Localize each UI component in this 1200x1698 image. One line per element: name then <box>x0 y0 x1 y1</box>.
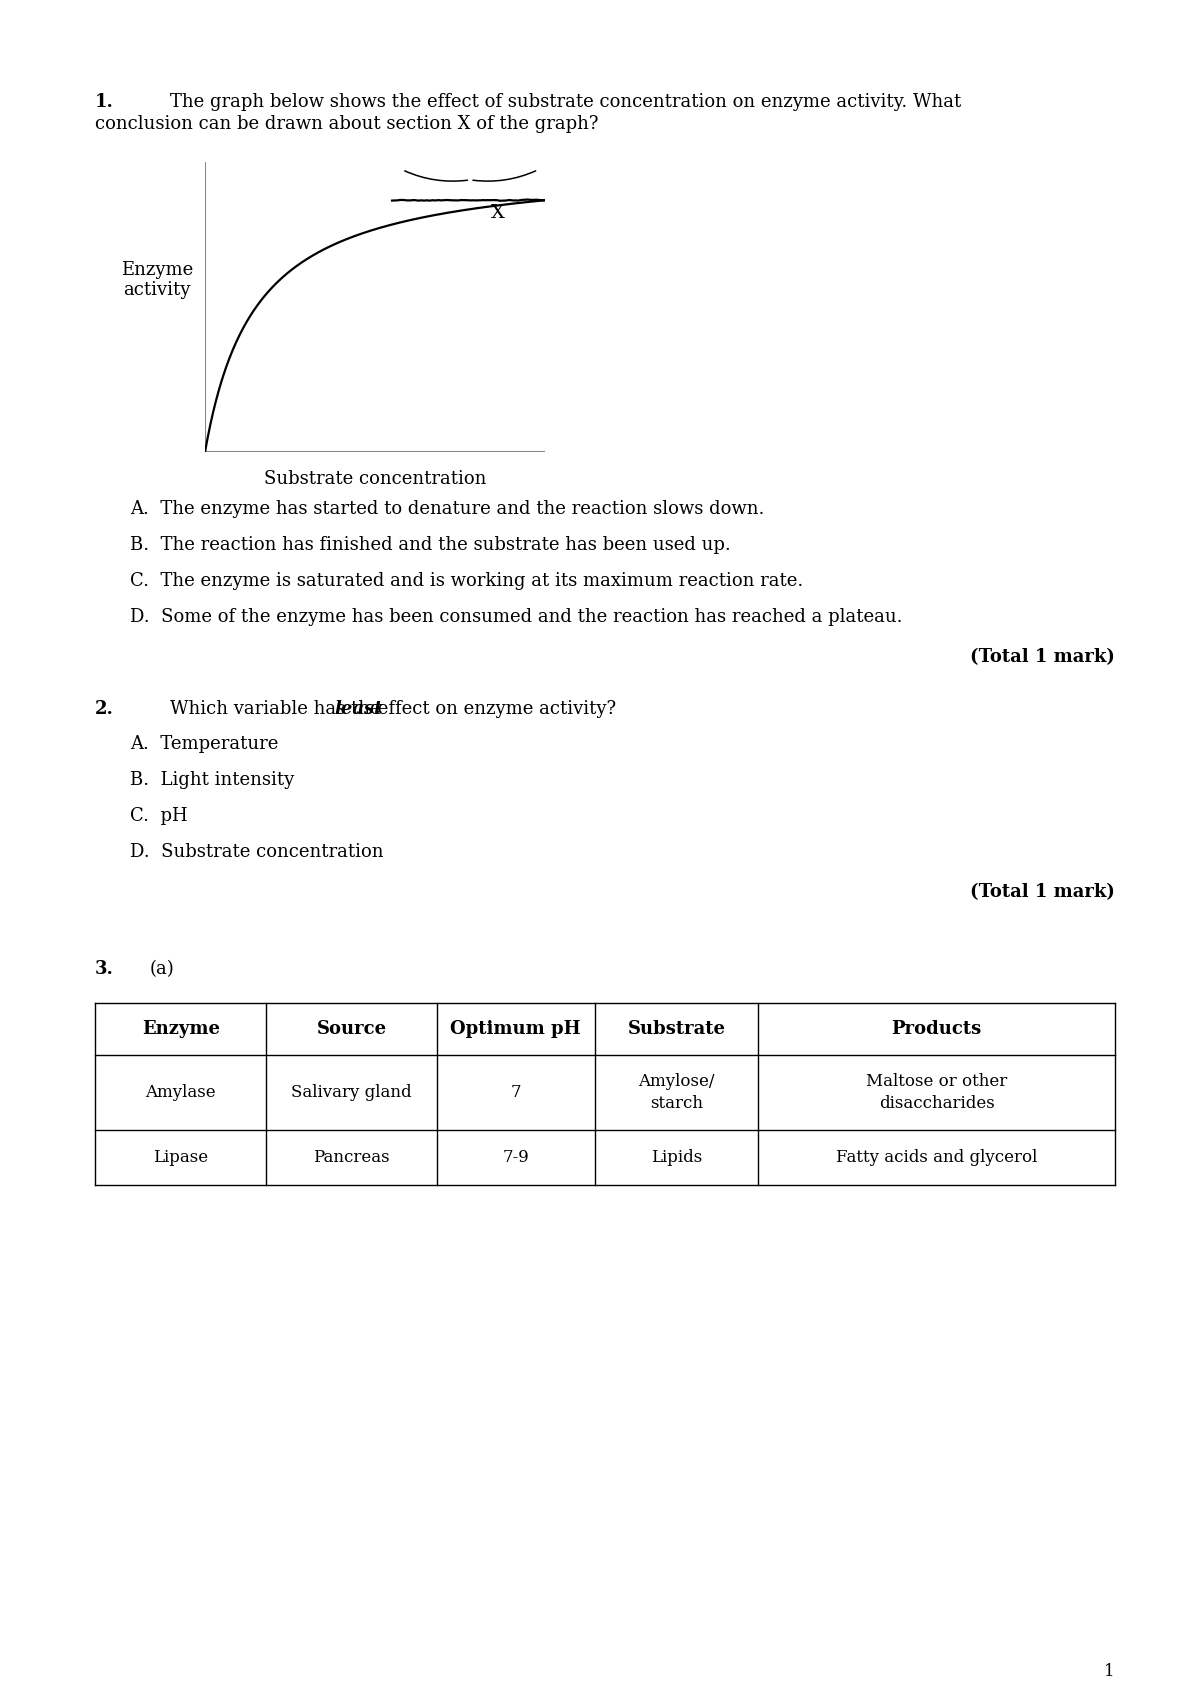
Text: D.  Substrate concentration: D. Substrate concentration <box>130 842 384 861</box>
Text: Amylase: Amylase <box>145 1083 216 1100</box>
Text: C.  pH: C. pH <box>130 807 187 825</box>
Text: effect on enzyme activity?: effect on enzyme activity? <box>372 700 616 718</box>
Text: D.  Some of the enzyme has been consumed and the reaction has reached a plateau.: D. Some of the enzyme has been consumed … <box>130 608 902 627</box>
Text: 2.: 2. <box>95 700 114 718</box>
Text: Enzyme
activity: Enzyme activity <box>121 260 193 299</box>
Text: Fatty acids and glycerol: Fatty acids and glycerol <box>836 1150 1037 1167</box>
Text: Optimum pH: Optimum pH <box>450 1020 581 1037</box>
Text: least: least <box>335 700 383 718</box>
Text: 3.: 3. <box>95 959 114 978</box>
Text: 1: 1 <box>1104 1662 1115 1679</box>
Text: X: X <box>491 204 504 222</box>
Text: B.  The reaction has finished and the substrate has been used up.: B. The reaction has finished and the sub… <box>130 537 731 554</box>
Text: conclusion can be drawn about section X of the graph?: conclusion can be drawn about section X … <box>95 115 599 132</box>
Text: A.  Temperature: A. Temperature <box>130 735 278 752</box>
Text: (Total 1 mark): (Total 1 mark) <box>970 649 1115 666</box>
Text: Lipids: Lipids <box>650 1150 702 1167</box>
Text: 1.: 1. <box>95 93 114 110</box>
Text: 7-9: 7-9 <box>503 1150 529 1167</box>
Text: The graph below shows the effect of substrate concentration on enzyme activity. : The graph below shows the effect of subs… <box>170 93 961 110</box>
Text: Pancreas: Pancreas <box>313 1150 390 1167</box>
Text: Products: Products <box>892 1020 982 1037</box>
Text: B.  Light intensity: B. Light intensity <box>130 771 294 790</box>
Text: Source: Source <box>317 1020 386 1037</box>
Text: Enzyme: Enzyme <box>142 1020 220 1037</box>
Text: Maltose or other
disaccharides: Maltose or other disaccharides <box>866 1073 1007 1112</box>
Text: Amylose/
starch: Amylose/ starch <box>638 1073 715 1112</box>
Text: A.  The enzyme has started to denature and the reaction slows down.: A. The enzyme has started to denature an… <box>130 499 764 518</box>
Text: 7: 7 <box>510 1083 521 1100</box>
Text: Salivary gland: Salivary gland <box>292 1083 412 1100</box>
Text: Substrate: Substrate <box>628 1020 725 1037</box>
Text: Which variable has the: Which variable has the <box>170 700 386 718</box>
Text: Lipase: Lipase <box>154 1150 209 1167</box>
Text: (a): (a) <box>150 959 175 978</box>
Text: (Total 1 mark): (Total 1 mark) <box>970 883 1115 902</box>
Text: C.  The enzyme is saturated and is working at its maximum reaction rate.: C. The enzyme is saturated and is workin… <box>130 572 803 589</box>
Text: Substrate concentration: Substrate concentration <box>264 470 486 487</box>
